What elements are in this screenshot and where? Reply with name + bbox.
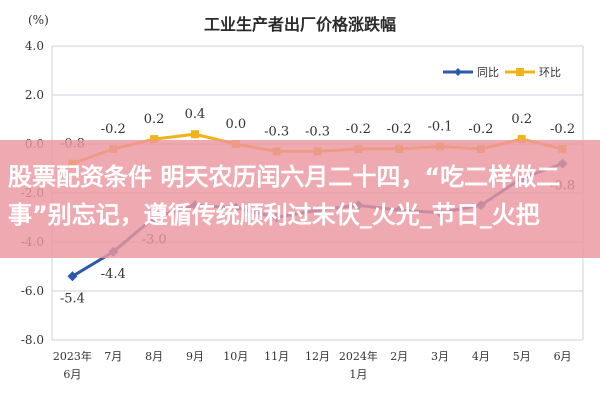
y-tick-label: -8.0 xyxy=(21,333,44,347)
data-label-mom: 0.2 xyxy=(144,112,165,127)
x-tick-label: 3月 xyxy=(431,350,449,363)
point-mom xyxy=(517,135,526,144)
x-tick-label-line: 8月 xyxy=(145,350,163,363)
x-tick-label: 9月 xyxy=(186,350,204,363)
chart-title: 工业生产者出厂价格涨跌幅 xyxy=(204,15,396,34)
data-label-yoy: -5.4 xyxy=(60,291,85,306)
x-tick-label: 8月 xyxy=(145,350,163,363)
y-unit-label: (%) xyxy=(28,13,49,27)
legend-yoy-label: 同比 xyxy=(477,66,499,79)
data-label-mom: 0.0 xyxy=(225,117,246,132)
x-tick-label-line: 2月 xyxy=(390,350,408,363)
overlay-banner: 股票配资条件 明天农历闰六月二十四，“吃二样做二事”别忘记，遵循传统顺利过末伏_… xyxy=(0,140,600,258)
data-label-mom: -0.3 xyxy=(264,124,289,139)
x-tick-label-line: 11月 xyxy=(264,350,289,363)
x-tick-label-line: 6月 xyxy=(554,350,572,363)
x-tick-label: 7月 xyxy=(104,350,122,363)
x-axis-ticks: 2023年 6月 7月 8月 9月 10月 11月 12月 2024年 1月 2月 3月 4月 5月 6月 xyxy=(53,349,572,381)
data-label-mom: -0.3 xyxy=(305,124,330,139)
x-tick-label-line: 9月 xyxy=(186,350,204,363)
legend-mom-marker xyxy=(516,68,524,76)
point-yoy xyxy=(67,271,78,282)
data-label-mom: -0.2 xyxy=(387,122,412,137)
x-tick-label: 2月 xyxy=(390,350,408,363)
y-tick-label: 2.0 xyxy=(25,88,44,102)
legend-mom-label: 环比 xyxy=(539,66,561,79)
y-tick-label: -6.0 xyxy=(21,284,44,298)
data-label-mom: -0.2 xyxy=(101,122,126,137)
x-tick-label-line: 10月 xyxy=(223,350,248,363)
data-label-mom: 0.4 xyxy=(185,107,206,122)
data-labels: -0.8-0.20.20.40.0-0.3-0.3-0.2-0.2-0.1-0.… xyxy=(60,107,575,306)
legend: 同比 环比 xyxy=(443,66,561,79)
point-mom xyxy=(150,135,159,144)
data-label-mom: -0.2 xyxy=(550,122,575,137)
x-tick-label: 6月 xyxy=(554,350,572,363)
x-tick-label: 12月 xyxy=(305,350,330,363)
data-label-mom: -0.1 xyxy=(427,119,452,134)
x-tick-label-line: 1月 xyxy=(349,368,367,381)
legend-yoy-marker xyxy=(454,68,462,76)
x-tick-label: 4月 xyxy=(472,350,490,363)
x-tick-label-line: 7月 xyxy=(104,350,122,363)
x-tick-label-line: 6月 xyxy=(63,368,81,381)
x-tick-label-line: 4月 xyxy=(472,350,490,363)
x-tick-label: 2024年 1月 xyxy=(339,349,378,381)
point-mom xyxy=(190,130,199,139)
x-tick-label: 11月 xyxy=(264,350,289,363)
data-label-mom: 0.2 xyxy=(511,112,532,127)
data-label-mom: -0.2 xyxy=(468,122,493,137)
data-label-yoy: -4.4 xyxy=(101,267,126,282)
x-tick-label: 2023年 6月 xyxy=(53,349,92,381)
data-label-mom: -0.2 xyxy=(346,122,371,137)
x-tick-label-line: 2023年 xyxy=(53,349,92,363)
x-tick-label: 10月 xyxy=(223,350,248,363)
x-tick-label-line: 3月 xyxy=(431,350,449,363)
x-tick-label-line: 2024年 xyxy=(339,349,378,363)
x-tick-label: 5月 xyxy=(513,350,531,363)
y-tick-label: 4.0 xyxy=(25,39,44,53)
x-tick-label-line: 5月 xyxy=(513,350,531,363)
x-tick-label-line: 12月 xyxy=(305,350,330,363)
